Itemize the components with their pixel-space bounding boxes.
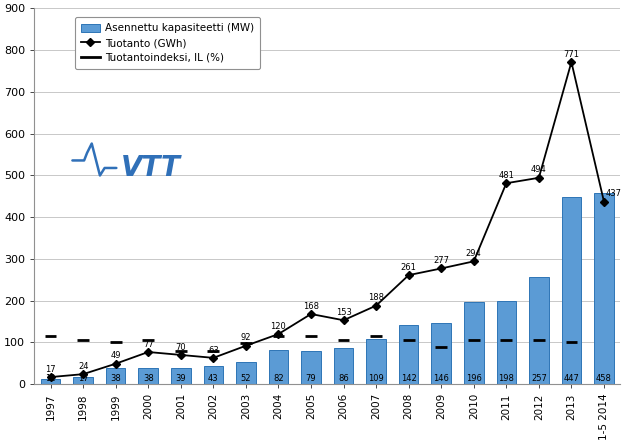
- Text: 12: 12: [45, 374, 56, 383]
- Bar: [594, 193, 614, 384]
- Text: 146: 146: [433, 374, 449, 383]
- Text: 82: 82: [273, 374, 284, 383]
- Text: 79: 79: [306, 374, 316, 383]
- Text: 109: 109: [368, 374, 384, 383]
- Bar: [171, 368, 191, 384]
- Text: 257: 257: [531, 374, 547, 383]
- Bar: [334, 348, 354, 384]
- Bar: [139, 369, 158, 384]
- Text: 17: 17: [78, 374, 88, 383]
- Bar: [269, 350, 288, 384]
- Text: 38: 38: [143, 374, 154, 383]
- Text: 120: 120: [271, 322, 287, 331]
- Text: 458: 458: [596, 374, 612, 383]
- Text: 481: 481: [498, 171, 514, 180]
- Text: 43: 43: [208, 374, 219, 383]
- Text: 38: 38: [110, 374, 121, 383]
- Text: 294: 294: [466, 249, 482, 258]
- Text: 494: 494: [531, 166, 547, 174]
- Bar: [236, 362, 256, 384]
- Text: 447: 447: [564, 374, 579, 383]
- Text: 198: 198: [498, 374, 514, 383]
- Bar: [529, 277, 549, 384]
- Text: 77: 77: [143, 340, 154, 349]
- Text: 86: 86: [338, 374, 349, 383]
- Bar: [73, 377, 93, 384]
- Bar: [366, 339, 386, 384]
- Text: 142: 142: [401, 374, 416, 383]
- Text: 261: 261: [401, 263, 416, 272]
- Bar: [431, 323, 451, 384]
- Bar: [106, 369, 125, 384]
- Text: 92: 92: [241, 333, 251, 342]
- Bar: [497, 301, 516, 384]
- Text: 153: 153: [335, 308, 352, 317]
- Text: 771: 771: [564, 50, 579, 59]
- Text: 196: 196: [466, 374, 482, 383]
- Bar: [562, 198, 581, 384]
- Text: 63: 63: [208, 345, 219, 354]
- Text: 168: 168: [303, 301, 319, 311]
- Text: 49: 49: [110, 351, 121, 361]
- Text: 70: 70: [176, 343, 186, 352]
- Text: 277: 277: [433, 256, 449, 265]
- Text: 188: 188: [368, 293, 384, 302]
- Text: VTT: VTT: [121, 154, 181, 182]
- Text: 24: 24: [78, 362, 88, 371]
- Bar: [399, 325, 418, 384]
- Text: 39: 39: [176, 374, 186, 383]
- Text: 437: 437: [606, 189, 622, 198]
- Text: 17: 17: [45, 365, 56, 374]
- Bar: [464, 302, 483, 384]
- Bar: [41, 379, 60, 384]
- Legend: Asennettu kapasiteetti (MW), Tuotanto (GWh), Tuotantoindeksi, IL (%): Asennettu kapasiteetti (MW), Tuotanto (G…: [75, 17, 260, 69]
- Bar: [301, 351, 321, 384]
- Text: 52: 52: [241, 374, 251, 383]
- Bar: [204, 366, 223, 384]
